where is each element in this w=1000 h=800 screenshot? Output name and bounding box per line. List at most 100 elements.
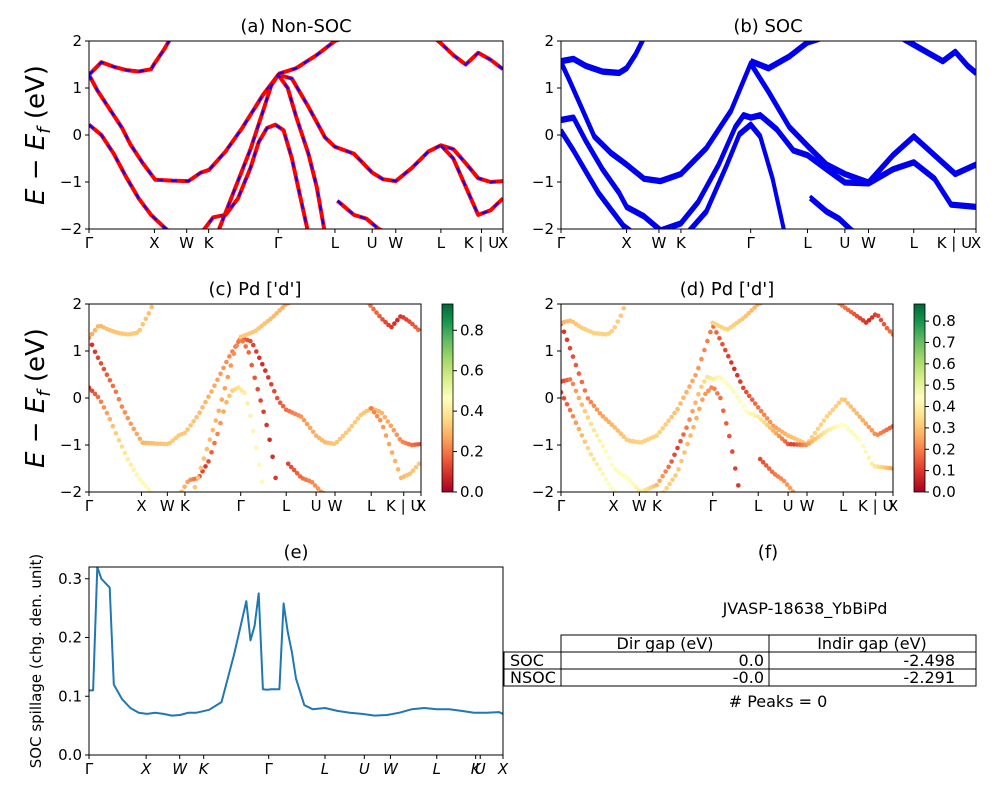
projection-dot (561, 329, 567, 335)
projection-dot (764, 416, 770, 421)
projection-dot (567, 345, 573, 351)
projection-dot (660, 473, 665, 479)
projection-dot (392, 321, 397, 326)
projection-dot (600, 471, 606, 477)
projection-dot (848, 429, 854, 434)
x-tick-label: U (475, 760, 486, 778)
projection-dot (240, 339, 245, 344)
projection-dot (182, 484, 187, 490)
projection-dot (143, 316, 149, 322)
projection-dot (179, 489, 184, 492)
projection-dot (693, 400, 698, 406)
projection-dot (131, 426, 137, 432)
band-line (808, 197, 852, 229)
panel-a-non-soc: (a) Non-SOC E − Ef (eV) 210−1−2Γ X W K Γ L U W L… (21, 16, 508, 252)
projection-dot (663, 422, 668, 427)
band-line (277, 41, 342, 76)
projection-dot (251, 428, 256, 434)
projection-dot (107, 378, 113, 383)
projection-dot (207, 437, 213, 442)
projection-dot (696, 391, 701, 397)
projection-dot (854, 411, 860, 416)
projection-dot (137, 476, 143, 482)
x-tick-label: X (498, 234, 508, 252)
projection-dot (203, 399, 208, 405)
projection-dot (591, 457, 597, 462)
table-cell-dir: -0.0 (733, 668, 764, 687)
projection-dot (570, 354, 576, 359)
projection-dot (585, 415, 591, 420)
projection-dot (304, 421, 310, 427)
projection-dot (733, 466, 738, 471)
projection-dot (301, 417, 307, 423)
colorbar-tick-label: 0.4 (460, 402, 484, 420)
projection-dot (594, 407, 600, 412)
projection-dot (413, 465, 419, 470)
projection-dot (195, 475, 201, 481)
y-tick-label: 0 (544, 126, 554, 144)
projection-dot (221, 409, 226, 414)
projection-dot (146, 487, 152, 492)
panel-d-pd-d: (d) Pd ['d'] 210−1−2Γ X W K Γ L U W L K | UX 0.00… (532, 279, 956, 515)
panel-c-colorbar (441, 303, 454, 493)
x-tick-label: Γ (237, 497, 246, 515)
projection-dot (736, 483, 741, 488)
projection-dot (603, 416, 609, 422)
projection-dot (128, 421, 134, 427)
projection-dot (694, 415, 699, 421)
panel-c-ylabel: E − Ef (eV) (21, 328, 55, 468)
projection-dot (735, 372, 740, 378)
x-tick-label: X (140, 760, 152, 778)
projection-dot (380, 317, 385, 322)
projection-dot (615, 319, 621, 324)
projection-dot (729, 360, 734, 365)
projection-dot (210, 427, 216, 433)
projection-dot (691, 424, 696, 430)
projection-dot (416, 327, 421, 333)
projection-dot (776, 297, 781, 302)
projection-dot (209, 450, 214, 455)
x-tick-label: L (839, 497, 848, 515)
projection-dot (758, 417, 764, 422)
projection-dot (669, 459, 674, 464)
projection-dot (258, 398, 263, 403)
projection-dot (134, 330, 140, 336)
projection-dot (380, 424, 386, 430)
projection-dot (368, 304, 373, 308)
projection-dot (255, 386, 260, 392)
x-tick-label: K (652, 497, 663, 515)
y-tick-label: −1 (532, 173, 554, 191)
projection-dot (869, 315, 875, 320)
projection-dot (152, 494, 157, 499)
projection-dot (137, 436, 143, 442)
projection-dot (821, 418, 827, 423)
projection-dot (261, 409, 266, 415)
x-tick-label: K (676, 234, 687, 252)
projection-dot (134, 431, 140, 437)
projection-dot (92, 327, 98, 333)
projection-dot (92, 349, 98, 355)
projection-dot (738, 399, 743, 404)
projection-dot (591, 403, 597, 409)
projection-dot (678, 401, 683, 406)
projection-dot (407, 471, 413, 477)
projection-dot (673, 473, 678, 478)
projection-dot (851, 432, 857, 437)
projection-dot (696, 365, 701, 371)
projection-dot (185, 427, 190, 432)
projection-dot (690, 408, 695, 414)
projection-dot (410, 321, 415, 327)
x-tick-label: Γ (85, 760, 94, 778)
projection-dot (757, 456, 763, 462)
projection-dot (385, 419, 391, 424)
projection-dot (95, 394, 101, 400)
projection-dot (684, 425, 689, 431)
projection-dot (682, 450, 687, 455)
projection-dot (149, 490, 154, 492)
projection-dot (676, 467, 681, 472)
projection-dot (383, 433, 389, 438)
x-tick-label: W (172, 760, 188, 778)
projection-dot (708, 329, 713, 335)
projection-dot (224, 399, 229, 405)
projection-dot (582, 439, 588, 445)
